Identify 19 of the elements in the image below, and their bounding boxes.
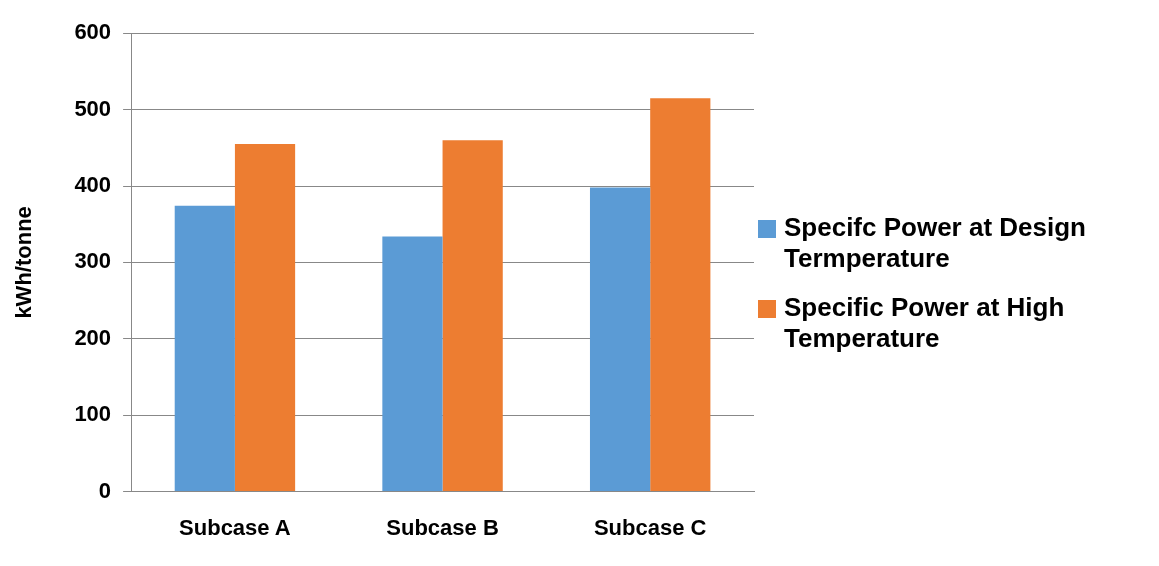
bar: [174, 205, 235, 492]
bar: [442, 140, 503, 492]
x-tick-label: Subcase B: [386, 514, 499, 540]
legend-label: Specific Power at High Temperature: [784, 292, 1066, 354]
y-axis-title: kWh/tonne: [11, 206, 37, 319]
bar: [650, 98, 711, 492]
bar: [382, 236, 443, 492]
y-tick-label: 600: [74, 19, 112, 45]
legend-label: Specifc Power at Design Termperature: [784, 212, 1087, 274]
bar: [589, 187, 651, 492]
y-tick-label: 500: [74, 95, 112, 121]
bar: [234, 143, 296, 492]
y-tick-label: 0: [98, 477, 112, 503]
y-tick-label: 400: [74, 172, 112, 198]
y-tick-label: 300: [74, 248, 112, 274]
y-tick-label: 100: [74, 401, 112, 427]
x-tick-label: Subcase A: [179, 514, 291, 540]
x-tick-label: Subcase C: [593, 514, 707, 540]
y-tick-label: 200: [74, 324, 112, 350]
